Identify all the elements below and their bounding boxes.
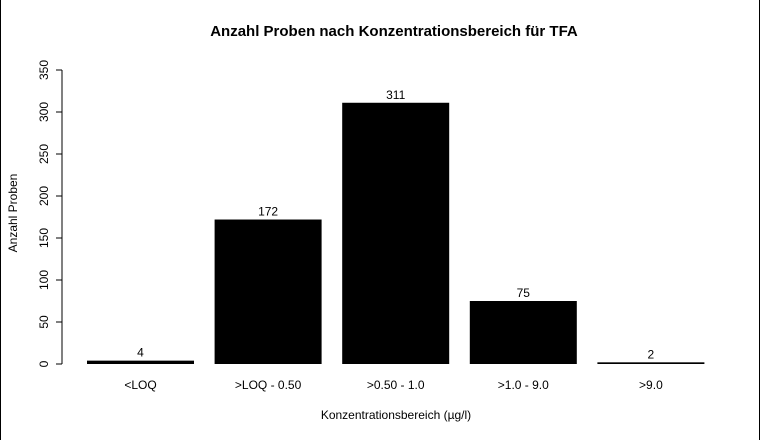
category-label: >1.0 - 9.0 — [498, 378, 549, 392]
chart-title: Anzahl Proben nach Konzentrationsbereich… — [210, 23, 578, 40]
data-labels-group: 4 172 311 75 2 — [137, 88, 654, 362]
y-tick-label: 350 — [37, 60, 51, 80]
bar — [87, 360, 194, 364]
bar — [597, 362, 705, 364]
bar — [342, 102, 450, 364]
category-label: <LOQ — [124, 378, 156, 392]
y-tick-label: 150 — [37, 228, 51, 248]
y-tick-label: 100 — [37, 270, 51, 290]
category-label: >0.50 - 1.0 — [367, 378, 425, 392]
bar-value-label: 2 — [648, 347, 655, 361]
y-tick-label: 0 — [37, 360, 51, 367]
bar — [214, 219, 322, 364]
bar-value-label: 4 — [137, 346, 144, 360]
category-label: >9.0 — [639, 378, 663, 392]
category-label: >LOQ - 0.50 — [235, 378, 302, 392]
y-axis: 0 50 100 150 200 250 300 350 — [37, 60, 63, 367]
y-tick-label: 200 — [37, 186, 51, 206]
y-axis-label: Anzahl Proben — [6, 174, 20, 253]
y-tick-label: 250 — [37, 144, 51, 164]
bars-group — [87, 102, 705, 364]
bar — [469, 301, 577, 364]
x-axis-label: Konzentrationsbereich (µg/l) — [321, 408, 471, 422]
y-tick-label: 300 — [37, 102, 51, 122]
bar-value-label: 311 — [386, 88, 405, 102]
bar-value-label: 172 — [258, 205, 278, 219]
y-tick-label: 50 — [37, 315, 51, 329]
category-labels-group: <LOQ >LOQ - 0.50 >0.50 - 1.0 >1.0 - 9.0 >9.0 — [124, 378, 663, 392]
bar-value-label: 75 — [517, 286, 531, 300]
